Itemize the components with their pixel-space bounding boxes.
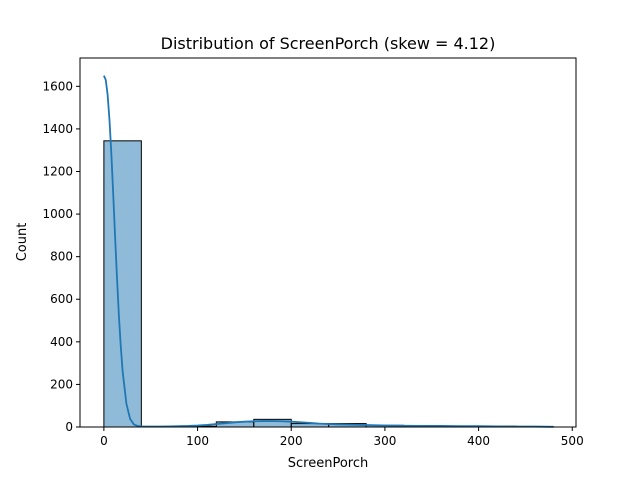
y-tick-label: 1600 — [42, 79, 73, 93]
kde-layer — [103, 75, 554, 428]
y-tick-label: 1000 — [42, 207, 73, 221]
y-tick-label: 200 — [50, 377, 73, 391]
plot-frame — [79, 57, 577, 428]
y-tick-label: 0 — [65, 420, 73, 434]
x-tick-label: 400 — [467, 434, 490, 448]
x-axis-label: ScreenPorch — [288, 456, 368, 471]
x-tick-label: 300 — [373, 434, 396, 448]
axes-layer: 0 100 200 300 400 500 0 200 400 600 800 1000 1200 140… — [42, 57, 584, 448]
y-tick-label: 600 — [50, 292, 73, 306]
kde-line — [103, 75, 554, 428]
y-tick-label: 1200 — [42, 164, 73, 178]
chart-title: Distribution of ScreenPorch (skew = 4.12… — [161, 34, 496, 53]
x-tick-label: 500 — [561, 434, 584, 448]
x-tick-label: 200 — [280, 434, 303, 448]
y-tick-label: 800 — [50, 250, 73, 264]
y-tick-label: 1400 — [42, 122, 73, 136]
y-tick-label: 400 — [50, 335, 73, 349]
y-axis-label: Count — [15, 223, 30, 262]
x-tick-label: 0 — [100, 434, 108, 448]
histogram-bar — [103, 140, 142, 428]
x-tick-label: 100 — [186, 434, 209, 448]
